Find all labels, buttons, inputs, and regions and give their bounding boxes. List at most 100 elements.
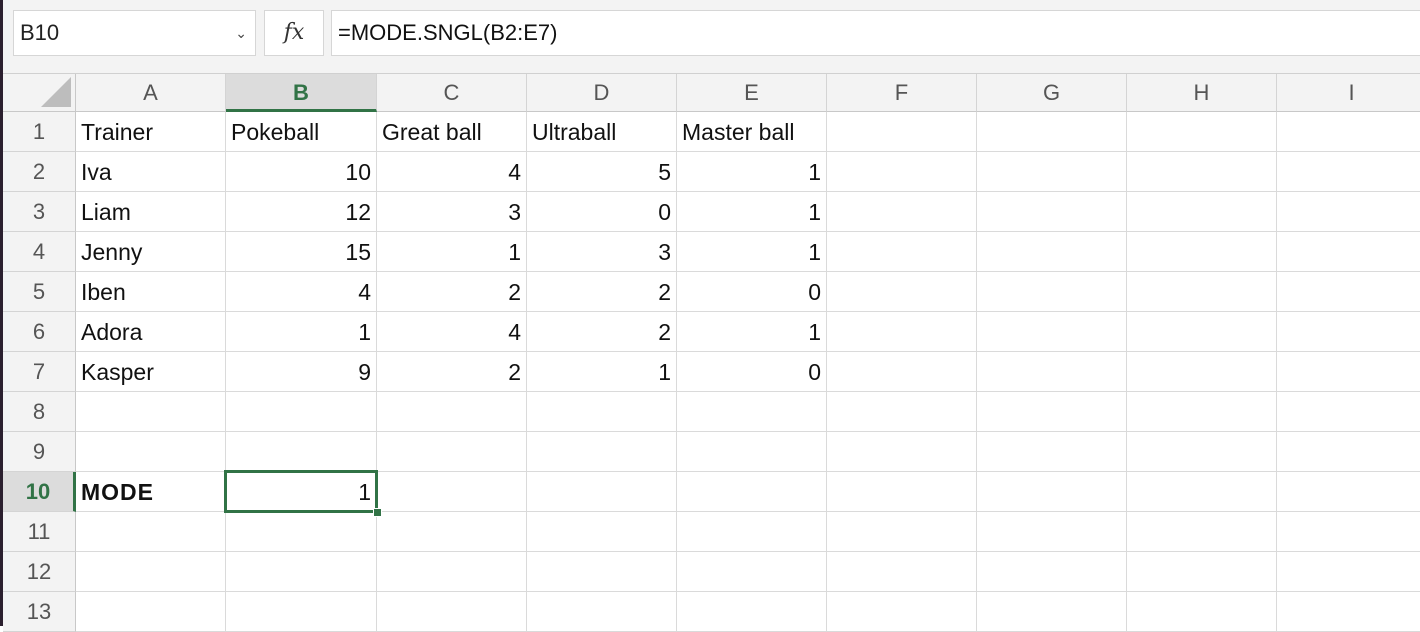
cell-G7[interactable] <box>977 352 1127 392</box>
cell-E7[interactable]: 0 <box>677 352 827 392</box>
cell-I1[interactable] <box>1277 112 1420 152</box>
cell-G3[interactable] <box>977 192 1127 232</box>
cell-C11[interactable] <box>377 512 527 552</box>
cell-C7[interactable]: 2 <box>377 352 527 392</box>
cell-A4[interactable]: Jenny <box>76 232 226 272</box>
cell-D11[interactable] <box>527 512 677 552</box>
cell-F12[interactable] <box>827 552 977 592</box>
column-header-A[interactable]: A <box>76 74 226 112</box>
cell-D2[interactable]: 5 <box>527 152 677 192</box>
cell-E4[interactable]: 1 <box>677 232 827 272</box>
cell-G13[interactable] <box>977 592 1127 632</box>
cell-C6[interactable]: 4 <box>377 312 527 352</box>
cell-B12[interactable] <box>226 552 377 592</box>
cell-D3[interactable]: 0 <box>527 192 677 232</box>
cell-H10[interactable] <box>1127 472 1277 512</box>
cell-E3[interactable]: 1 <box>677 192 827 232</box>
column-header-C[interactable]: C <box>377 74 527 112</box>
cell-H6[interactable] <box>1127 312 1277 352</box>
cell-C10[interactable] <box>377 472 527 512</box>
cell-B11[interactable] <box>226 512 377 552</box>
cell-H8[interactable] <box>1127 392 1277 432</box>
cell-G9[interactable] <box>977 432 1127 472</box>
cell-H5[interactable] <box>1127 272 1277 312</box>
chevron-down-icon[interactable]: ⌄ <box>235 25 247 41</box>
cell-E9[interactable] <box>677 432 827 472</box>
cell-H7[interactable] <box>1127 352 1277 392</box>
row-header-5[interactable]: 5 <box>3 272 76 312</box>
cell-F2[interactable] <box>827 152 977 192</box>
row-header-11[interactable]: 11 <box>3 512 76 552</box>
cell-C12[interactable] <box>377 552 527 592</box>
cell-D13[interactable] <box>527 592 677 632</box>
cell-D12[interactable] <box>527 552 677 592</box>
cell-C5[interactable]: 2 <box>377 272 527 312</box>
cell-G8[interactable] <box>977 392 1127 432</box>
insert-function-button[interactable]: fx <box>264 10 324 56</box>
cell-A7[interactable]: Kasper <box>76 352 226 392</box>
cell-B9[interactable] <box>226 432 377 472</box>
cell-G12[interactable] <box>977 552 1127 592</box>
formula-input[interactable]: =MODE.SNGL(B2:E7) <box>331 10 1420 56</box>
column-header-G[interactable]: G <box>977 74 1127 112</box>
column-header-F[interactable]: F <box>827 74 977 112</box>
cell-F3[interactable] <box>827 192 977 232</box>
column-header-I[interactable]: I <box>1277 74 1420 112</box>
cell-I11[interactable] <box>1277 512 1420 552</box>
row-header-1[interactable]: 1 <box>3 112 76 152</box>
cell-B2[interactable]: 10 <box>226 152 377 192</box>
cell-A12[interactable] <box>76 552 226 592</box>
cell-D1[interactable]: Ultraball <box>527 112 677 152</box>
cell-I2[interactable] <box>1277 152 1420 192</box>
cell-A9[interactable] <box>76 432 226 472</box>
cell-E13[interactable] <box>677 592 827 632</box>
cell-C9[interactable] <box>377 432 527 472</box>
cell-I8[interactable] <box>1277 392 1420 432</box>
cell-E2[interactable]: 1 <box>677 152 827 192</box>
cell-B5[interactable]: 4 <box>226 272 377 312</box>
cell-D10[interactable] <box>527 472 677 512</box>
column-header-D[interactable]: D <box>527 74 677 112</box>
cell-C3[interactable]: 3 <box>377 192 527 232</box>
cell-D9[interactable] <box>527 432 677 472</box>
cell-G11[interactable] <box>977 512 1127 552</box>
cell-F5[interactable] <box>827 272 977 312</box>
cell-A8[interactable] <box>76 392 226 432</box>
cell-H9[interactable] <box>1127 432 1277 472</box>
cell-E1[interactable]: Master ball <box>677 112 827 152</box>
cell-C2[interactable]: 4 <box>377 152 527 192</box>
cell-F9[interactable] <box>827 432 977 472</box>
row-header-8[interactable]: 8 <box>3 392 76 432</box>
cell-I12[interactable] <box>1277 552 1420 592</box>
cell-I10[interactable] <box>1277 472 1420 512</box>
cell-D4[interactable]: 3 <box>527 232 677 272</box>
cell-F13[interactable] <box>827 592 977 632</box>
cell-G4[interactable] <box>977 232 1127 272</box>
cell-I7[interactable] <box>1277 352 1420 392</box>
row-header-9[interactable]: 9 <box>3 432 76 472</box>
row-header-4[interactable]: 4 <box>3 232 76 272</box>
cell-I4[interactable] <box>1277 232 1420 272</box>
cell-I9[interactable] <box>1277 432 1420 472</box>
cell-F7[interactable] <box>827 352 977 392</box>
cell-F1[interactable] <box>827 112 977 152</box>
cell-E10[interactable] <box>677 472 827 512</box>
cell-B6[interactable]: 1 <box>226 312 377 352</box>
cell-H13[interactable] <box>1127 592 1277 632</box>
cell-I3[interactable] <box>1277 192 1420 232</box>
cell-A3[interactable]: Liam <box>76 192 226 232</box>
name-box[interactable]: B10 ⌄ <box>13 10 256 56</box>
cell-I6[interactable] <box>1277 312 1420 352</box>
cell-D7[interactable]: 1 <box>527 352 677 392</box>
select-all-button[interactable] <box>3 74 76 112</box>
cell-I13[interactable] <box>1277 592 1420 632</box>
cell-A5[interactable]: Iben <box>76 272 226 312</box>
column-header-H[interactable]: H <box>1127 74 1277 112</box>
cell-C4[interactable]: 1 <box>377 232 527 272</box>
cell-A6[interactable]: Adora <box>76 312 226 352</box>
cell-E8[interactable] <box>677 392 827 432</box>
cell-A11[interactable] <box>76 512 226 552</box>
row-header-7[interactable]: 7 <box>3 352 76 392</box>
cell-G1[interactable] <box>977 112 1127 152</box>
cell-D8[interactable] <box>527 392 677 432</box>
